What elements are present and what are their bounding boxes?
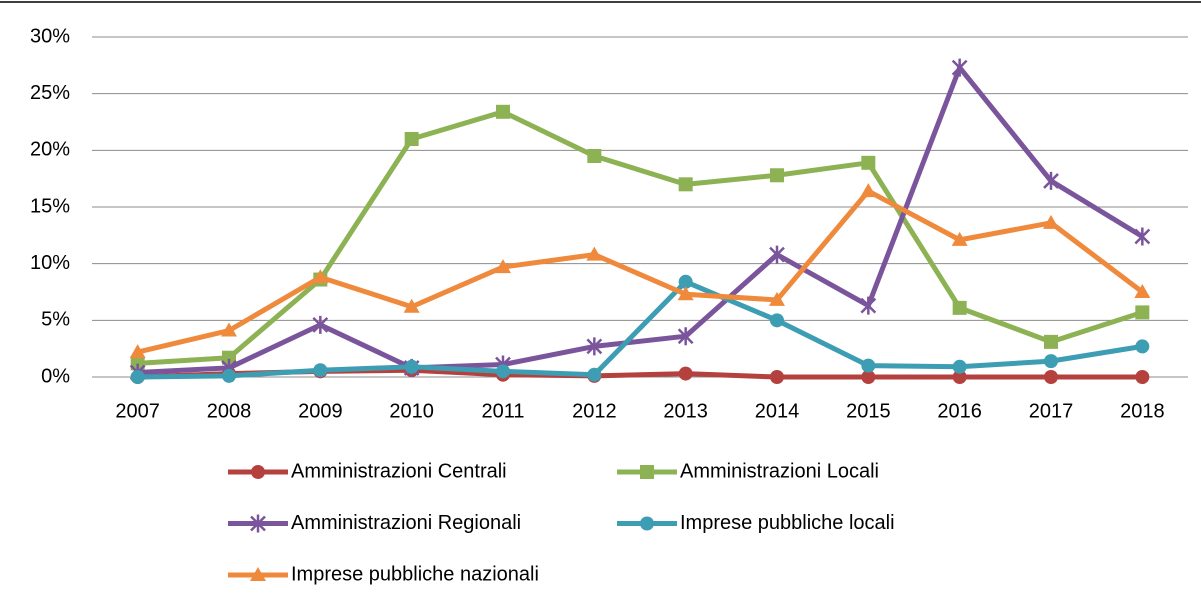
- marker: [250, 514, 266, 533]
- y-tick-label: 15%: [30, 195, 70, 217]
- legend-label: Amministrazioni Regionali: [291, 512, 521, 534]
- marker: [860, 183, 877, 198]
- legend-label: Imprese pubbliche nazionali: [291, 563, 539, 585]
- marker: [403, 298, 420, 313]
- marker: [1044, 354, 1058, 369]
- marker: [130, 356, 145, 371]
- x-tick-label: 2016: [937, 400, 982, 422]
- marker: [222, 350, 236, 365]
- marker: [952, 370, 967, 384]
- marker: [861, 155, 876, 170]
- marker: [951, 231, 968, 246]
- marker: [587, 149, 602, 163]
- x-tick-label: 2007: [115, 400, 160, 422]
- marker: [678, 274, 693, 289]
- marker: [496, 104, 510, 119]
- series-line: [137, 279, 1143, 380]
- marker: [495, 259, 511, 274]
- marker: [129, 344, 146, 359]
- marker: [677, 286, 694, 301]
- y-tick-label: 30%: [30, 25, 70, 47]
- marker: [1044, 334, 1058, 349]
- x-tick-label: 2012: [572, 400, 617, 422]
- marker: [312, 315, 329, 334]
- marker: [1134, 284, 1151, 298]
- x-tick-label: 2018: [1120, 400, 1165, 422]
- y-tick-label: 20%: [30, 139, 70, 161]
- y-tick-label: 0%: [41, 365, 70, 387]
- x-tick-label: 2014: [755, 400, 800, 422]
- y-tick-label: 25%: [30, 82, 70, 104]
- series-line: [137, 109, 1144, 366]
- marker: [1044, 370, 1058, 384]
- marker: [404, 359, 419, 374]
- marker: [1043, 171, 1059, 190]
- marker: [640, 465, 654, 479]
- marker: [677, 327, 694, 346]
- marker: [221, 322, 237, 337]
- legend-label: Amministrazioni Locali: [680, 460, 879, 482]
- x-tick-label: 2010: [389, 400, 434, 422]
- marker: [586, 337, 603, 356]
- marker: [640, 516, 654, 531]
- series-line: [137, 65, 1144, 375]
- marker: [404, 132, 419, 146]
- x-tick-label: 2011: [481, 400, 524, 422]
- marker: [1043, 214, 1059, 229]
- marker: [678, 177, 693, 192]
- marker: [250, 567, 266, 581]
- x-tick-label: 2009: [298, 400, 343, 422]
- marker: [678, 366, 693, 381]
- marker: [861, 370, 876, 384]
- marker: [1135, 370, 1150, 384]
- marker: [251, 465, 265, 479]
- marker: [586, 246, 603, 261]
- marker: [222, 368, 236, 383]
- legend-label: Imprese pubbliche locali: [680, 512, 895, 534]
- marker: [952, 300, 967, 315]
- series-line: [137, 188, 1144, 355]
- x-tick-label: 2013: [663, 400, 708, 422]
- x-tick-label: 2008: [207, 400, 252, 422]
- marker: [1135, 305, 1150, 320]
- marker: [769, 245, 785, 264]
- marker: [1134, 227, 1151, 246]
- legend-label: Amministrazioni Centrali: [291, 460, 507, 482]
- marker: [770, 313, 784, 328]
- marker: [1135, 339, 1150, 354]
- marker: [860, 296, 877, 315]
- y-tick-label: 10%: [30, 252, 70, 274]
- x-tick-label: 2017: [1029, 400, 1074, 422]
- x-tick-label: 2015: [846, 400, 891, 422]
- marker: [952, 359, 967, 374]
- y-tick-label: 5%: [41, 309, 70, 331]
- marker: [313, 363, 328, 378]
- marker: [770, 168, 784, 183]
- marker: [587, 367, 602, 382]
- marker: [861, 358, 876, 373]
- marker: [130, 370, 145, 384]
- marker: [496, 364, 510, 379]
- marker: [769, 291, 785, 306]
- marker: [951, 58, 968, 77]
- marker: [312, 269, 329, 284]
- marker: [770, 370, 784, 384]
